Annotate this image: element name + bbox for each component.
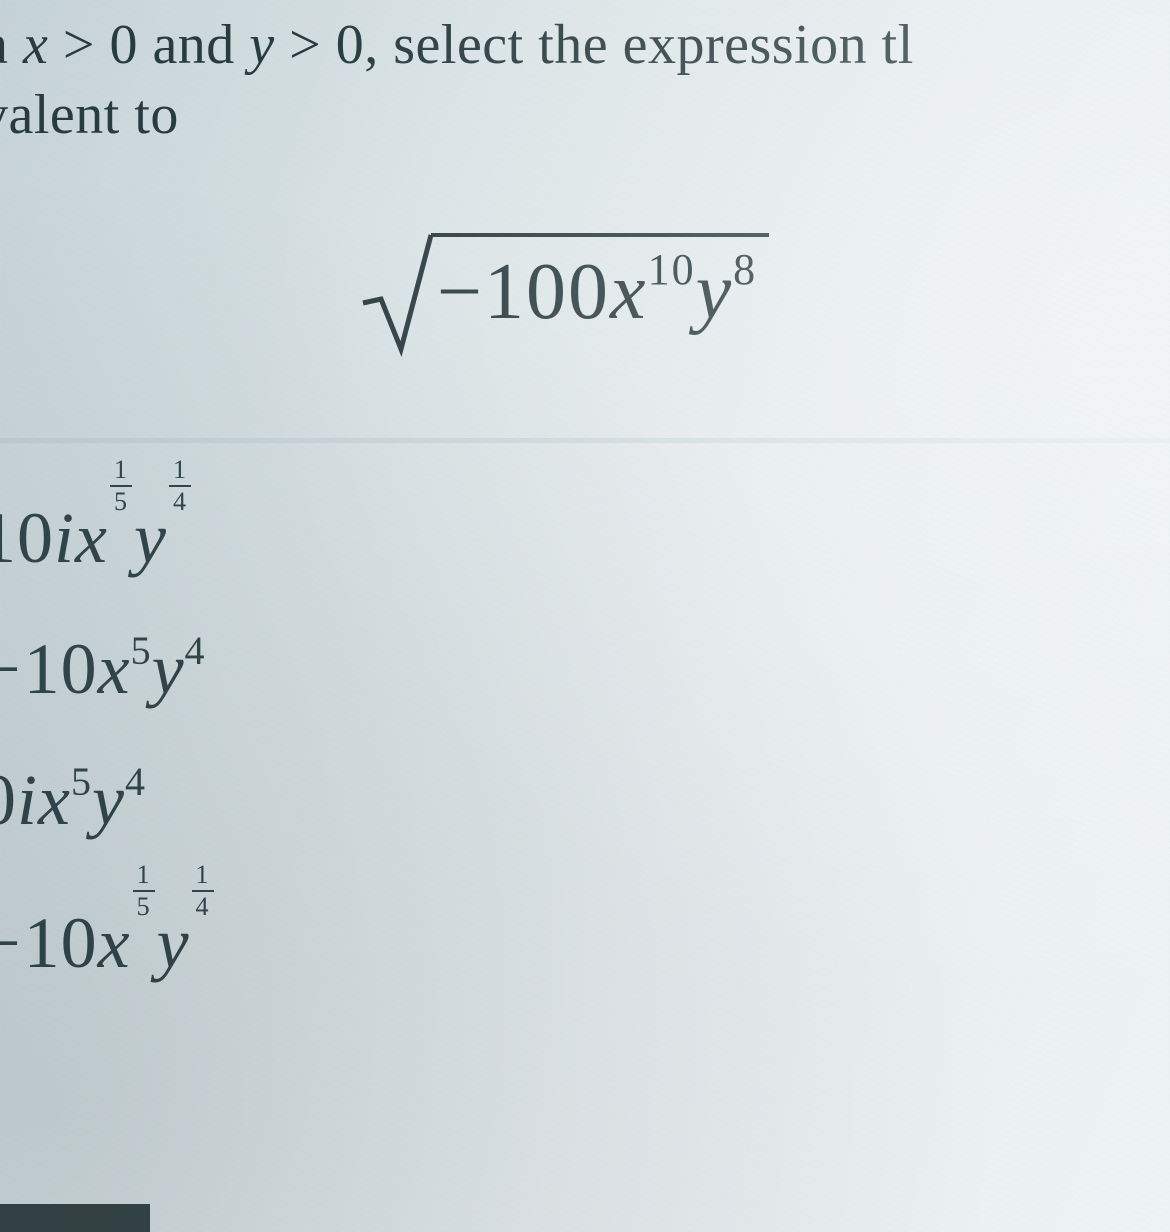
opt2-lead: 10 (24, 629, 98, 709)
q-text-1: n (0, 14, 23, 76)
radical-sign-icon (361, 235, 431, 355)
option-4[interactable]: −10x15y14 (0, 890, 1170, 985)
option-3[interactable]: 0ix5y4 (0, 759, 1170, 842)
screen: n x > 0 and y > 0, select the expression… (0, 0, 1170, 1232)
opt4-y-exp-den: 4 (192, 892, 214, 920)
opt1-i: i (54, 498, 75, 578)
neg-sign: − (437, 248, 484, 336)
opt3-x-exp: 5 (71, 759, 92, 804)
expr-x-exp: 10 (648, 245, 696, 294)
opt3-i: i (17, 760, 38, 840)
expr-y-exp: 8 (733, 245, 757, 294)
opt4-x: x (98, 903, 131, 983)
coef: 100 (484, 248, 610, 336)
q-var-x: x (23, 14, 48, 76)
divider (0, 438, 1170, 443)
opt4-y-exp-num: 1 (192, 862, 214, 892)
radical: −100x10y8 (361, 235, 769, 355)
opt4-neg: − (0, 903, 22, 983)
expression: −100x10y8 (0, 235, 1150, 360)
radicand-wrap: −100x10y8 (431, 233, 769, 338)
opt2-y-exp: 4 (185, 628, 206, 673)
opt1-y: y (134, 498, 167, 578)
opt2-x-exp: 5 (131, 628, 152, 673)
opt2-neg: − (0, 629, 22, 709)
option-1[interactable]: 10ix15y14 (0, 485, 1170, 580)
opt3-y-exp: 4 (125, 759, 146, 804)
opt4-y: y (157, 903, 190, 983)
opt1-y-exp-num: 1 (169, 457, 191, 487)
opt1-x: x (75, 498, 108, 578)
expr-x: x (610, 248, 648, 336)
opt3-lead: 0 (0, 760, 17, 840)
opt4-x-exp: 15 (133, 862, 155, 920)
question-text: n x > 0 and y > 0, select the expression… (0, 0, 1170, 150)
question-line-2: valent to (0, 80, 1170, 150)
question-line-1: n x > 0 and y > 0, select the expression… (0, 10, 1170, 80)
opt4-lead: 10 (24, 903, 98, 983)
opt1-lead: 10 (0, 498, 54, 578)
q-var-y: y (249, 14, 274, 76)
bottom-strip (0, 1204, 150, 1232)
opt3-x: x (38, 760, 71, 840)
option-2[interactable]: −10x5y4 (0, 628, 1170, 711)
expr-y: y (696, 248, 734, 336)
opt3-y: y (92, 760, 125, 840)
opt1-y-exp: 14 (169, 457, 191, 515)
opt1-y-exp-den: 4 (169, 487, 191, 515)
opt4-x-exp-num: 1 (133, 862, 155, 892)
opt4-x-exp-den: 5 (133, 892, 155, 920)
radicand: −100x10y8 (437, 248, 757, 336)
opt1-x-exp-den: 5 (110, 487, 132, 515)
opt4-y-exp: 14 (192, 862, 214, 920)
q-text-3: > 0, select the expression tl (275, 14, 914, 76)
opt2-x: x (98, 629, 131, 709)
options-list: 10ix15y14 −10x5y4 0ix5y4 −10x15y14 (0, 485, 1170, 985)
q-text-2: > 0 and (48, 14, 249, 76)
opt1-x-exp: 15 (110, 457, 132, 515)
opt2-y: y (152, 629, 185, 709)
opt1-x-exp-num: 1 (110, 457, 132, 487)
